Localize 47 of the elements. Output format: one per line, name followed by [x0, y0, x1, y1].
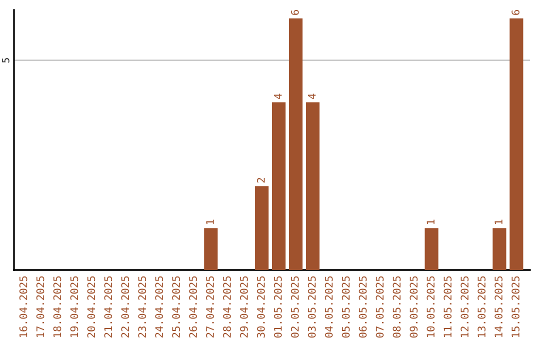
- x-tick-label: 16.04.2025: [19, 276, 28, 338]
- x-tick-label: 18.04.2025: [53, 276, 62, 338]
- x-tick-label: 12.05.2025: [460, 276, 469, 338]
- bar: [204, 228, 218, 270]
- x-tick-label: 10.05.2025: [426, 276, 435, 338]
- x-tick-label: 21.04.2025: [104, 276, 112, 338]
- x-tick-label: 06.05.2025: [358, 276, 367, 338]
- x-tick-label: 09.05.2025: [410, 276, 418, 338]
- x-tick-label: 25.04.2025: [172, 276, 180, 338]
- bar: [288, 18, 303, 270]
- x-tick-label: 17.04.2025: [36, 276, 44, 338]
- data-label: 4: [274, 94, 282, 99]
- x-tick-label: 07.05.2025: [376, 276, 384, 338]
- bar: [255, 186, 269, 270]
- x-tick-label: 27.04.2025: [206, 276, 214, 338]
- bar: [272, 102, 286, 270]
- bar: [424, 228, 438, 270]
- x-tick-label: 26.04.2025: [189, 276, 197, 338]
- x-tick-label: 05.05.2025: [342, 276, 350, 338]
- x-tick-label: 08.05.2025: [392, 276, 401, 338]
- x-tick-label: 24.04.2025: [155, 276, 164, 338]
- x-tick-label: 04.05.2025: [324, 276, 333, 338]
- x-tick-label: 03.05.2025: [308, 276, 316, 338]
- bar: [510, 18, 524, 270]
- x-tick-label: 02.05.2025: [290, 276, 299, 338]
- data-label: 2: [256, 178, 265, 183]
- x-tick-label: 15.05.2025: [512, 276, 520, 338]
- data-label: 1: [206, 220, 214, 224]
- x-tick-label: 14.05.2025: [494, 276, 502, 338]
- x-tick-label: 01.05.2025: [274, 276, 282, 338]
- x-tick-label: 19.04.2025: [70, 276, 78, 338]
- x-tick-label: 28.04.2025: [223, 276, 231, 338]
- x-tick-label: 11.05.2025: [444, 276, 452, 338]
- data-label: 6: [290, 10, 299, 15]
- bar: [492, 228, 506, 270]
- x-tick-label: 22.04.2025: [121, 276, 130, 338]
- bar: [306, 102, 320, 270]
- x-tick-label: 20.04.2025: [87, 276, 96, 338]
- x-tick-label: 30.04.2025: [256, 276, 265, 338]
- data-label: 1: [426, 220, 434, 224]
- data-label: 6: [512, 10, 520, 15]
- y-tick-label: 5: [2, 58, 10, 63]
- data-label: 1: [494, 220, 502, 224]
- data-label: 4: [308, 94, 316, 99]
- x-tick-label: 13.05.2025: [478, 276, 486, 338]
- x-tick-label: 23.04.2025: [138, 276, 146, 338]
- x-tick-label: 29.04.2025: [240, 276, 248, 338]
